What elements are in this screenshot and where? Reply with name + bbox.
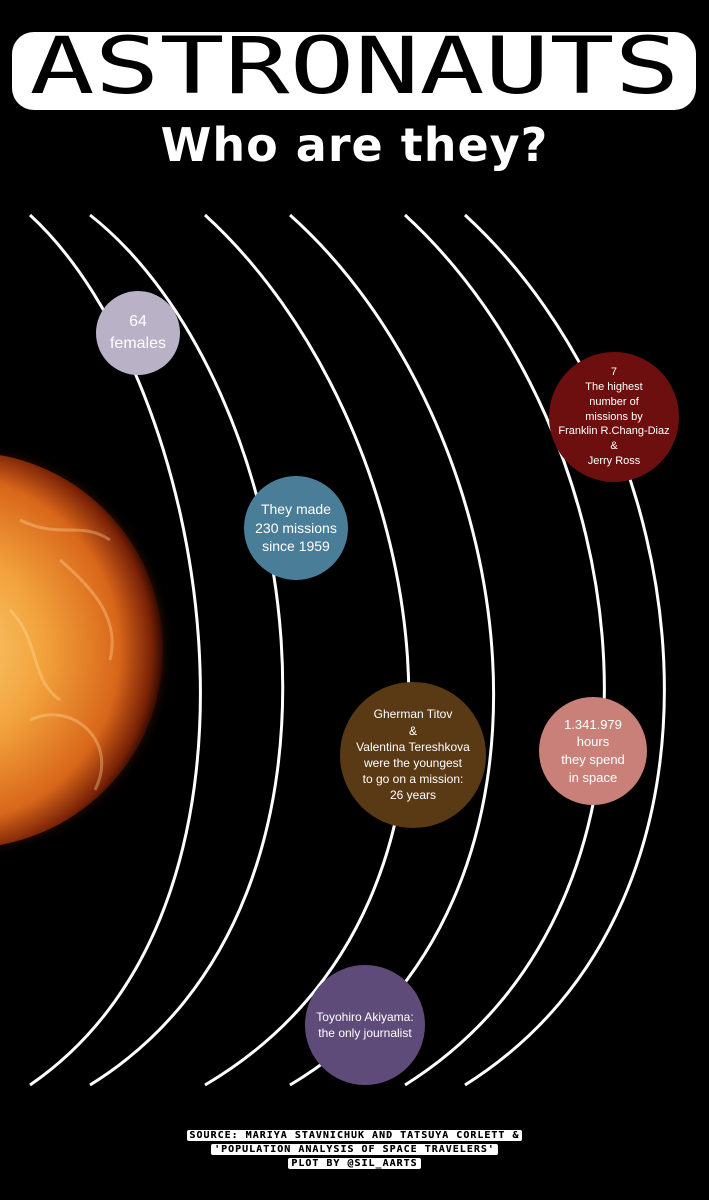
planet-label: Gherman Titov & Valentina Tereshkova wer… (356, 707, 470, 803)
planet-label: They made 230 missions since 1959 (255, 500, 337, 555)
plot-credit: PLOT BY @SIL_AARTS (288, 1158, 421, 1169)
planet-youngest: Gherman Titov & Valentina Tereshkova wer… (340, 682, 486, 828)
sun-icon (0, 455, 163, 845)
orbit-line (463, 213, 666, 1087)
page-title: ASTRONAUTS (30, 22, 680, 112)
planet-missions: They made 230 missions since 1959 (244, 476, 348, 580)
orbit-line (403, 213, 606, 1087)
title-banner-bg (12, 32, 696, 110)
planet-label: Toyohiro Akiyama: the only journalist (316, 1009, 414, 1040)
page-subtitle: Who are they? (160, 118, 549, 172)
source-line: 'POPULATION ANALYSIS OF SPACE TRAVELERS' (211, 1144, 498, 1155)
source-credits: SOURCE: MARIYA STAVNICHUK AND TATSUYA CO… (0, 1130, 709, 1172)
planet-journalist: Toyohiro Akiyama: the only journalist (305, 965, 425, 1085)
source-line: SOURCE: MARIYA STAVNICHUK AND TATSUYA CO… (186, 1130, 523, 1141)
orbit-line (89, 213, 285, 1087)
planet-highest-missions: 7 The highest number of missions by Fran… (549, 352, 679, 482)
planet-label: 1.341.979 hours they spend in space (561, 716, 625, 785)
orbit-line (203, 213, 411, 1087)
planet-females: 64 females (96, 291, 180, 375)
orbit-line (289, 213, 496, 1087)
sun-surface-texture (8, 518, 114, 791)
title-banner: ASTRONAUTS (12, 22, 696, 112)
planet-label: 7 The highest number of missions by Fran… (558, 366, 670, 468)
planet-hours: 1.341.979 hours they spend in space (539, 697, 647, 805)
planet-label: 64 females (109, 313, 167, 352)
